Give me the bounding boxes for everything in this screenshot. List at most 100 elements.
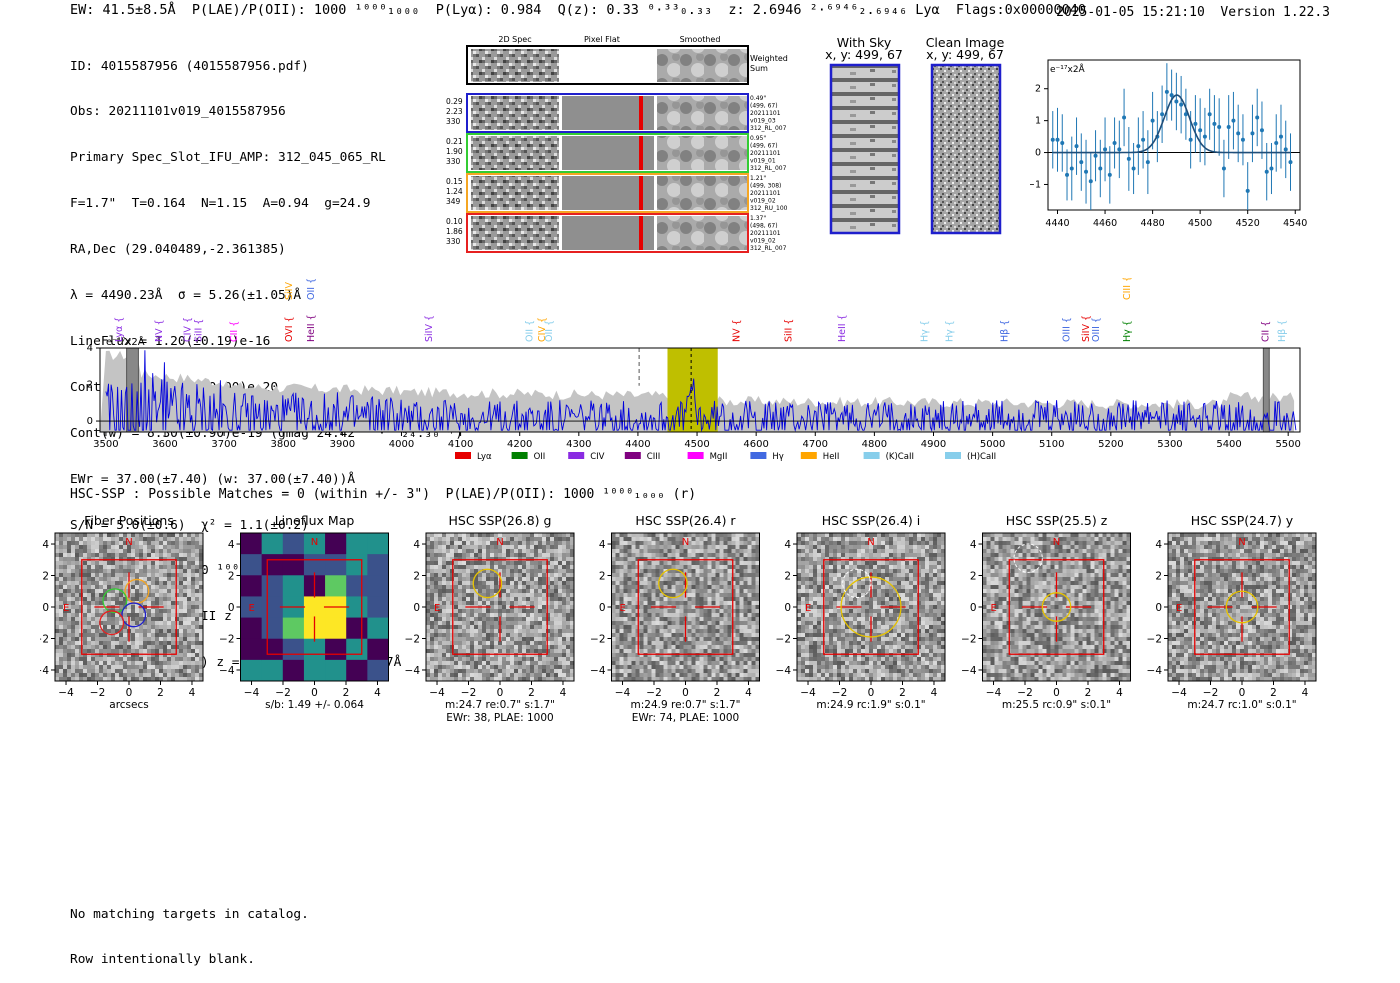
image-pixel <box>538 637 542 641</box>
image-pixel <box>700 673 704 677</box>
image-pixel <box>546 545 550 549</box>
image-pixel <box>75 629 79 633</box>
image-pixel <box>434 657 438 661</box>
image-pixel <box>817 629 821 633</box>
image-pixel <box>430 617 434 621</box>
image-pixel <box>71 585 75 589</box>
image-pixel <box>514 649 518 653</box>
image-pixel <box>712 633 716 637</box>
image-pixel <box>167 645 171 649</box>
image-pixel <box>616 589 620 593</box>
image-pixel <box>748 605 752 609</box>
image-pixel <box>67 637 71 641</box>
image-pixel <box>506 537 510 541</box>
image-pixel <box>115 565 119 569</box>
image-pixel <box>700 641 704 645</box>
image-pixel <box>179 541 183 545</box>
image-pixel <box>514 665 518 669</box>
image-pixel <box>700 585 704 589</box>
image-pixel <box>550 545 554 549</box>
image-pixel <box>744 657 748 661</box>
image-pixel <box>829 621 833 625</box>
cutout-right-value: 312_RU_100 <box>750 205 788 212</box>
image-pixel <box>616 629 620 633</box>
image-pixel <box>668 613 672 617</box>
image-pixel <box>55 589 59 593</box>
image-pixel <box>644 617 648 621</box>
image-pixel <box>833 633 837 637</box>
image-pixel <box>466 597 470 601</box>
image-pixel <box>684 657 688 661</box>
image-pixel <box>712 537 716 541</box>
image-pixel <box>684 649 688 653</box>
image-pixel <box>183 621 187 625</box>
spectral-line-label: OII { <box>525 320 536 342</box>
image-pixel <box>187 629 191 633</box>
image-pixel <box>805 593 809 597</box>
image-pixel <box>546 537 550 541</box>
image-pixel <box>151 565 155 569</box>
image-pixel <box>91 665 95 669</box>
image-pixel <box>538 537 542 541</box>
image-pixel <box>620 549 624 553</box>
image-pixel <box>183 637 187 641</box>
image-pixel <box>159 661 163 665</box>
image-pixel <box>648 597 652 601</box>
legend-swatch <box>801 452 817 459</box>
image-pixel <box>805 629 809 633</box>
image-pixel <box>127 641 131 645</box>
image-pixel <box>147 541 151 545</box>
image-pixel <box>430 653 434 657</box>
image-pixel <box>684 553 688 557</box>
image-pixel <box>454 541 458 545</box>
image-pixel <box>87 561 91 565</box>
image-pixel <box>530 545 534 549</box>
image-pixel <box>75 621 79 625</box>
image-pixel <box>119 645 123 649</box>
image-pixel <box>183 565 187 569</box>
image-pixel <box>131 553 135 557</box>
image-pixel <box>79 673 83 677</box>
image-pixel <box>736 653 740 657</box>
image-pixel <box>530 537 534 541</box>
image-pixel <box>805 633 809 637</box>
lineflux-cell <box>346 639 368 661</box>
image-pixel <box>123 573 127 577</box>
image-pixel <box>155 597 159 601</box>
image-pixel <box>107 657 111 661</box>
image-pixel <box>712 673 716 677</box>
image-pixel <box>466 541 470 545</box>
image-pixel <box>426 549 430 553</box>
image-pixel <box>526 565 530 569</box>
image-pixel <box>817 641 821 645</box>
image-pixel <box>805 669 809 673</box>
image-pixel <box>562 573 566 577</box>
image-pixel <box>813 569 817 573</box>
image-pixel <box>558 605 562 609</box>
image-pixel <box>660 673 664 677</box>
image-pixel <box>434 541 438 545</box>
image-pixel <box>704 581 708 585</box>
image-pixel <box>692 645 696 649</box>
image-pixel <box>466 617 470 621</box>
image-pixel <box>426 645 430 649</box>
image-pixel <box>797 537 801 541</box>
image-pixel <box>813 537 817 541</box>
image-pixel <box>648 637 652 641</box>
legend-swatch <box>945 452 961 459</box>
image-pixel <box>446 661 450 665</box>
img-xtick-label: 4 <box>745 687 752 699</box>
image-pixel <box>67 589 71 593</box>
zoom-data-point <box>1070 167 1074 171</box>
image-pixel <box>87 645 91 649</box>
image-pixel <box>91 553 95 557</box>
image-pixel <box>518 617 522 621</box>
image-pixel <box>87 673 91 677</box>
image-pixel <box>490 661 494 665</box>
image-pixel <box>111 533 115 537</box>
image-pixel <box>446 593 450 597</box>
image-pixel <box>522 553 526 557</box>
image-pixel <box>809 533 813 537</box>
image-pixel <box>708 657 712 661</box>
image-pixel <box>167 633 171 637</box>
